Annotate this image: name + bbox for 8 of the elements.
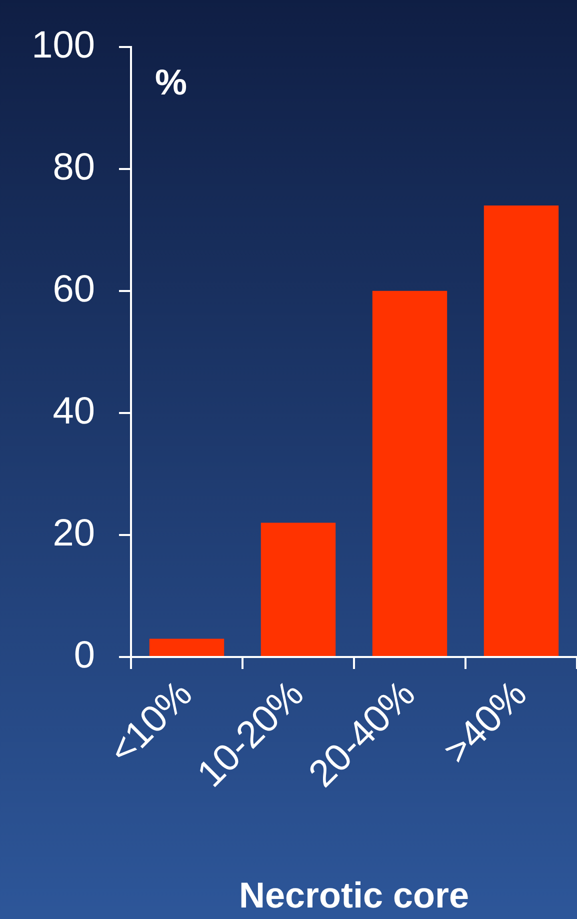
y-tick-label: 100 bbox=[32, 24, 95, 66]
y-tick-label: 80 bbox=[52, 146, 95, 188]
y-tick-label: 40 bbox=[52, 390, 95, 432]
y-tick-label: 60 bbox=[52, 268, 95, 310]
y-tick-label: 20 bbox=[52, 512, 95, 554]
x-axis-title: Necrotic core bbox=[238, 874, 470, 916]
y-tick-label: 0 bbox=[74, 634, 95, 676]
y-axis-title: % bbox=[155, 62, 188, 103]
